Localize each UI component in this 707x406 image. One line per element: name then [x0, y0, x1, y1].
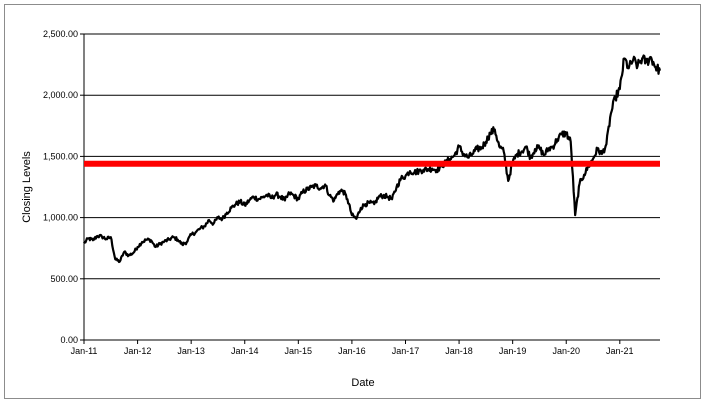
y-tick-label: 0.00 [60, 335, 78, 345]
x-tick-label: Jan-21 [606, 346, 634, 356]
x-tick-label: Jan-17 [392, 346, 420, 356]
x-axis: Jan-11 Jan-12 Jan-13 Jan-14 Jan-15 Jan-16 Jan-… [71, 339, 660, 356]
closing-levels-line [83, 54, 662, 264]
x-tick-label: Jan-14 [231, 346, 259, 356]
x-tick-label: Jan-16 [338, 346, 366, 356]
y-axis: 0.00 500.00 1,000.00 1,500.00 2,000.00 2,500.… [43, 29, 85, 345]
x-tick-label: Jan-18 [445, 346, 473, 356]
y-axis-title: Closing Levels [21, 151, 33, 223]
y-tick-label: 500.00 [50, 274, 78, 284]
x-tick-label: Jan-12 [124, 346, 152, 356]
y-tick-label: 2,000.00 [43, 90, 78, 100]
y-tick-label: 2,500.00 [43, 29, 78, 39]
x-axis-title: Date [351, 377, 374, 389]
x-tick-label: Jan-15 [285, 346, 313, 356]
x-tick-label: Jan-11 [71, 346, 98, 356]
x-tick-label: Jan-19 [499, 346, 527, 356]
y-tick-label: 1,500.00 [43, 151, 78, 161]
x-tick-label: Jan-20 [552, 346, 580, 356]
x-tick-label: Jan-13 [177, 346, 205, 356]
chart-frame [4, 4, 701, 399]
y-tick-label: 1,000.00 [43, 213, 78, 223]
series-layer [83, 54, 662, 264]
gridlines [84, 33, 660, 280]
